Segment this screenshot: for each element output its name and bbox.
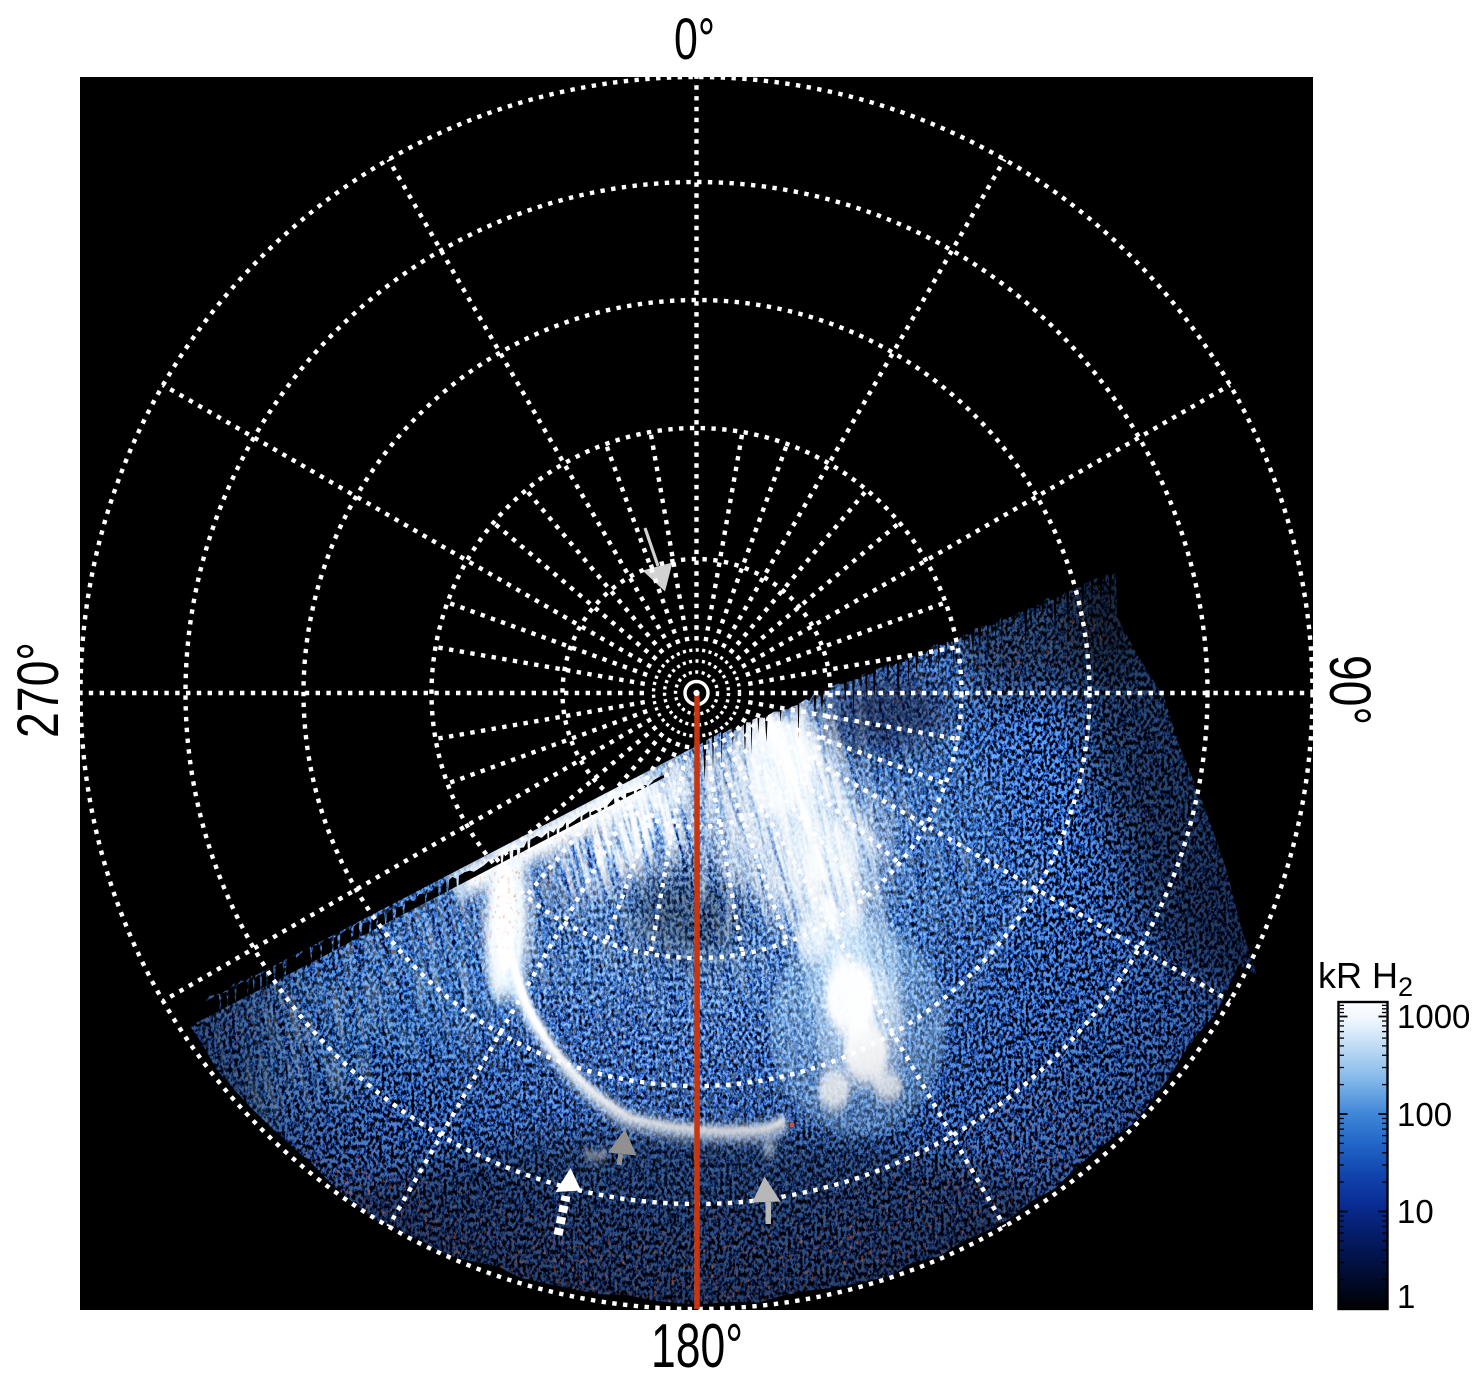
svg-text:1000: 1000: [1397, 998, 1470, 1035]
svg-text:270°: 270°: [6, 642, 71, 738]
svg-text:100: 100: [1397, 1096, 1452, 1133]
svg-text:1: 1: [1397, 1278, 1415, 1315]
svg-text:180°: 180°: [651, 1312, 743, 1381]
svg-text:0°: 0°: [674, 7, 715, 72]
svg-text:kR H2: kR H2: [1318, 955, 1413, 1002]
svg-text:10: 10: [1397, 1193, 1434, 1230]
svg-text:90°: 90°: [1317, 655, 1382, 725]
